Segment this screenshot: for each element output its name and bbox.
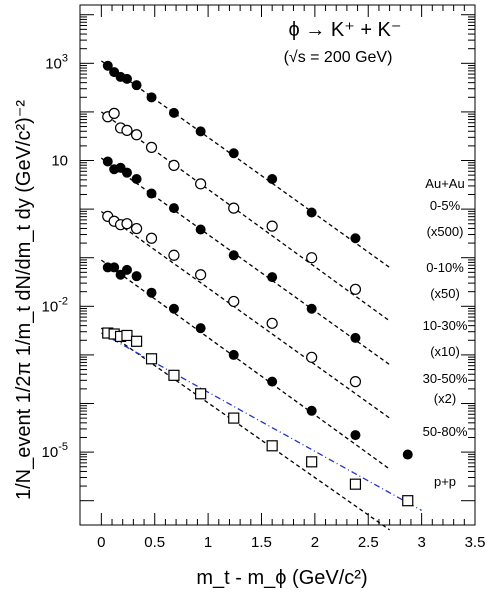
legend-entry-multiplier: (x500) (427, 224, 464, 239)
y-ticks: 103 10 10-2 10-5 (42, 14, 475, 502)
data-point (168, 159, 180, 171)
data-point (267, 173, 278, 184)
y-axis-label: 1/N_event 1/2π 1/m_t dN/dm_t dy (GeV/c²)… (13, 100, 35, 500)
x-tick-label: 3 (417, 534, 425, 551)
data-point (228, 349, 239, 360)
data-point (168, 249, 180, 261)
data-point (306, 303, 317, 314)
data-point (145, 353, 158, 365)
data-point (102, 60, 113, 71)
data-point (168, 203, 179, 214)
x-tick-label: 0.5 (144, 534, 165, 551)
legend-entry-multiplier: (x10) (430, 344, 460, 359)
x-tick-label: 0 (97, 534, 105, 551)
x-tick-label: 1.5 (251, 534, 272, 551)
legend-entry-label: 10-30% (423, 318, 468, 333)
data-point (349, 283, 362, 295)
data-point (131, 80, 142, 91)
data-point (146, 92, 157, 103)
y-tick-label: 103 (45, 52, 68, 72)
data-point (131, 271, 142, 282)
x-ticks: 0 0.5 1 1.5 2 2.5 3 3.5 (97, 5, 485, 551)
data-point (266, 440, 278, 452)
data-point (121, 73, 132, 84)
chart-subtitle: (√s = 200 GeV) (284, 49, 393, 66)
data-point (195, 224, 206, 235)
data-point (195, 126, 206, 137)
data-point (168, 303, 179, 314)
data-point (350, 430, 361, 441)
data-point (349, 478, 362, 490)
data-point (349, 376, 362, 388)
data-point (145, 232, 158, 244)
data-point (228, 412, 240, 424)
x-tick-label: 2 (311, 534, 319, 551)
data-point (168, 107, 179, 118)
data-point (228, 148, 239, 159)
x-tick-label: 1 (204, 534, 212, 551)
data-point (195, 323, 206, 334)
fit-line (100, 211, 390, 419)
legend-entry-label: p+p (434, 474, 456, 489)
data-point (228, 250, 239, 261)
data-point (350, 332, 361, 343)
legend-entry-multiplier: (x50) (430, 286, 460, 301)
data-point (306, 252, 318, 264)
data-point (195, 388, 207, 400)
data-point (131, 173, 142, 184)
data-point (266, 220, 278, 232)
data-point (267, 376, 278, 387)
data-point (146, 287, 157, 298)
legend-entry-multiplier: (x2) (434, 391, 456, 406)
legend-entry-label: 50-80% (423, 424, 468, 439)
data-point (109, 262, 120, 273)
y-tick-label: 10 (51, 153, 68, 170)
data-point (228, 295, 240, 308)
data-point (195, 178, 207, 190)
y-tick-label: 10-2 (42, 295, 68, 315)
data-point (121, 124, 133, 136)
y-tick-label: 10-5 (42, 441, 68, 461)
data-point (228, 202, 240, 214)
data-point (121, 329, 133, 342)
data-point (108, 107, 120, 119)
data-point (146, 188, 157, 199)
x-tick-label: 3.5 (465, 534, 486, 551)
data-point (306, 207, 317, 218)
data-point (102, 156, 113, 167)
data-point (266, 317, 278, 329)
x-axis-label: m_t - m_ϕ (GeV/c²) (196, 567, 367, 589)
data-point (350, 233, 361, 244)
chart-title: ϕ → K⁺ + K⁻ (289, 19, 402, 41)
data-point (306, 456, 318, 468)
data-point (121, 167, 132, 178)
legend: 0-5% (x500) 0-10% (x50) 10-30% (x10) 30-50% (x2… (423, 198, 468, 489)
legend-entry-label: 0-10% (426, 260, 464, 275)
data-point (402, 495, 414, 507)
data-point (130, 129, 143, 141)
legend-entry-label: 30-50% (423, 371, 468, 386)
data-point (130, 335, 143, 347)
data-point (130, 222, 143, 235)
data-point (195, 269, 207, 281)
data-point (402, 449, 413, 460)
data-markers (102, 60, 414, 507)
legend-entry-label: 0-5% (430, 198, 461, 213)
data-point (121, 218, 133, 230)
data-point (168, 369, 180, 381)
data-point (306, 405, 317, 416)
data-point (145, 141, 158, 153)
legend-header: Au+Au (425, 176, 464, 191)
data-point (306, 351, 318, 363)
data-point (267, 272, 278, 283)
data-point (121, 264, 132, 275)
x-tick-label: 2.5 (358, 534, 379, 551)
